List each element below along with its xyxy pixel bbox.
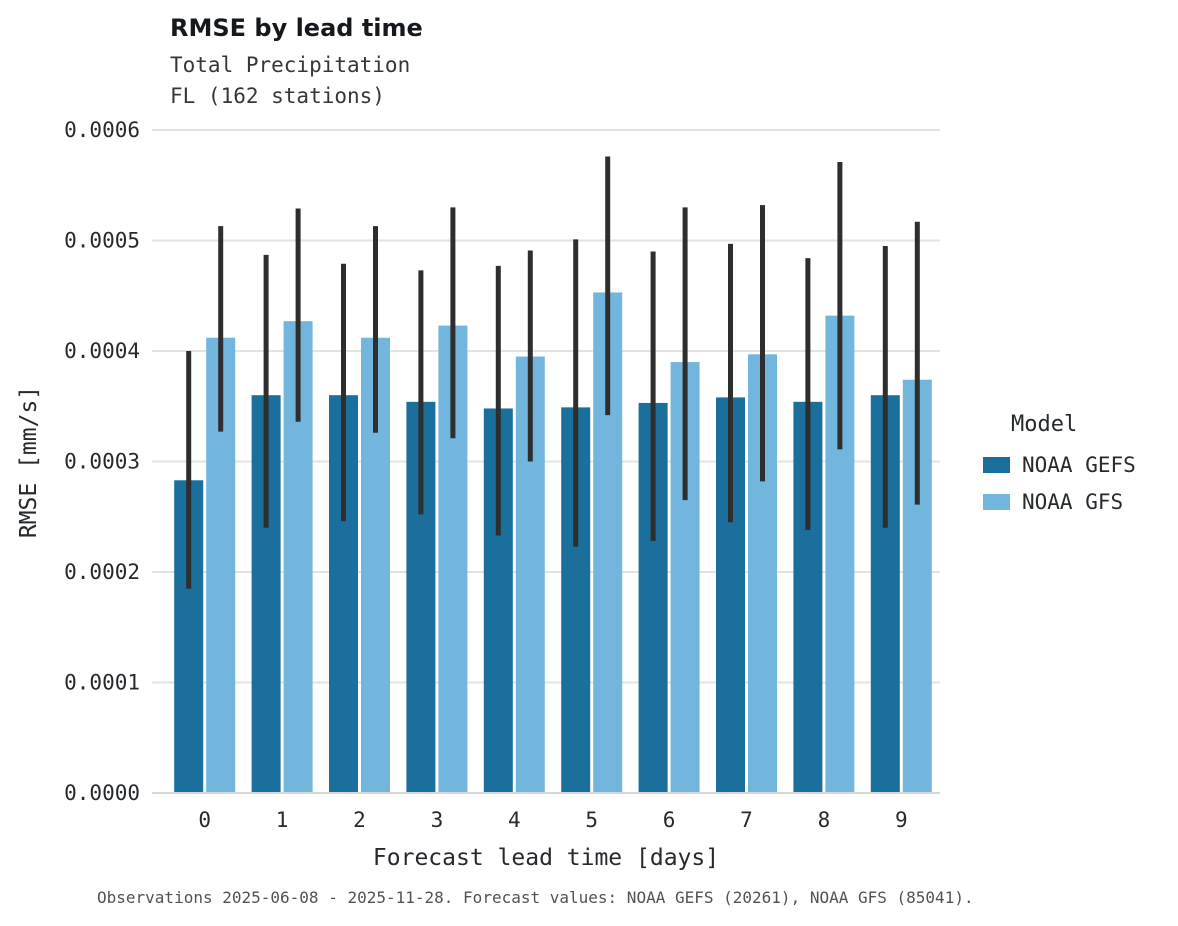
chart-subtitle-region: FL (162 stations) <box>170 84 385 108</box>
x-axis-label: Forecast lead time [days] <box>372 845 720 871</box>
legend-entry: NOAA GFS <box>983 490 1136 514</box>
x-tick-label: 5 <box>585 808 598 832</box>
legend-swatch <box>983 457 1010 473</box>
x-tick-label: 1 <box>276 808 289 832</box>
y-tick-label: 0.0003 <box>64 450 140 474</box>
y-tick-label: 0.0006 <box>64 118 140 142</box>
legend-entry: NOAA GEFS <box>983 453 1136 477</box>
y-tick-label: 0.0000 <box>64 781 140 805</box>
legend-title: Model <box>1011 412 1078 437</box>
chart-title: RMSE by lead time <box>170 14 423 42</box>
legend-entry-label: NOAA GEFS <box>1022 453 1136 477</box>
y-axis-label: RMSE [mm/s] <box>16 385 42 539</box>
caption: Observations 2025-06-08 - 2025-11-28. Fo… <box>97 888 974 907</box>
x-tick-label: 0 <box>198 808 211 832</box>
x-tick-label: 9 <box>895 808 908 832</box>
x-tick-label: 7 <box>740 808 753 832</box>
y-tick-label: 0.0005 <box>64 229 140 253</box>
x-tick-label: 4 <box>508 808 521 832</box>
y-tick-label: 0.0002 <box>64 560 140 584</box>
y-tick-label: 0.0004 <box>64 339 140 363</box>
legend-entries: NOAA GEFS NOAA GFS <box>983 453 1136 514</box>
x-tick-label: 8 <box>818 808 831 832</box>
x-tick-label: 6 <box>663 808 676 832</box>
y-tick-label: 0.0001 <box>64 671 140 695</box>
legend: Model NOAA GEFS NOAA GFS <box>983 412 1136 527</box>
title-block: RMSE by lead time Total Precipitation FL… <box>170 14 423 112</box>
chart-subtitle-variable: Total Precipitation <box>170 53 411 77</box>
x-tick-label: 3 <box>431 808 444 832</box>
legend-entry-label: NOAA GFS <box>1022 490 1124 514</box>
x-tick-label: 2 <box>353 808 366 832</box>
legend-swatch <box>983 494 1010 510</box>
